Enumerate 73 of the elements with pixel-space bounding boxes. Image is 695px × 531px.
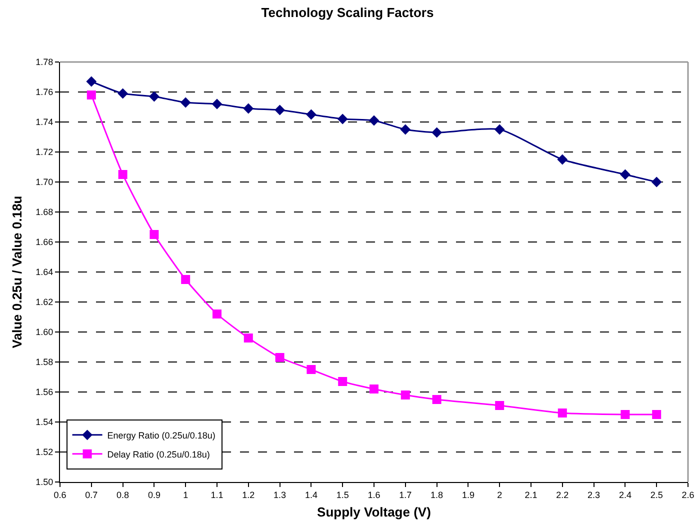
- y-tick-label: 1.70: [36, 177, 54, 188]
- point: [494, 124, 505, 135]
- point: [620, 410, 630, 419]
- point: [400, 390, 410, 400]
- point: [306, 109, 316, 120]
- point: [212, 310, 222, 318]
- y-tick-label: 1.60: [36, 327, 54, 338]
- point: [244, 334, 253, 342]
- y-tick-label: 1.64: [36, 267, 54, 278]
- y-tick-label: 1.66: [36, 237, 54, 248]
- point: [275, 353, 284, 362]
- x-tick-label: 2: [497, 490, 502, 500]
- x-tick-label: 0.6: [54, 490, 66, 500]
- point: [150, 230, 159, 239]
- point: [370, 384, 378, 394]
- legend-label: Delay Ratio (0.25u/0.18u): [107, 449, 210, 460]
- point: [651, 176, 662, 188]
- point: [118, 88, 128, 99]
- point: [368, 115, 380, 126]
- x-tick-label: 2.2: [556, 490, 569, 500]
- point: [180, 97, 191, 108]
- x-tick-label: 1.5: [336, 490, 349, 500]
- y-tick-label: 1.72: [36, 147, 54, 158]
- point: [86, 90, 96, 100]
- x-axis-title: Supply Voltage (V): [317, 504, 431, 520]
- x-tick-label: 1.9: [462, 490, 474, 500]
- point: [620, 169, 630, 180]
- point: [558, 408, 567, 418]
- point: [432, 127, 442, 138]
- y-tick-label: 1.76: [36, 87, 54, 98]
- x-tick-label: 0.8: [116, 490, 130, 500]
- x-tick-label: 1.8: [430, 490, 444, 500]
- point: [274, 104, 285, 116]
- point: [212, 98, 222, 110]
- y-tick-label: 1.58: [36, 357, 54, 368]
- x-tick-label: 1.6: [368, 490, 380, 500]
- x-tick-label: 1.3: [274, 490, 286, 500]
- y-axis-title: Value 0.25u / Value 0.18u: [10, 196, 25, 348]
- x-tick-label: 2.1: [524, 490, 538, 500]
- point: [337, 114, 348, 124]
- point: [149, 91, 160, 102]
- point: [306, 365, 316, 374]
- point: [338, 377, 348, 386]
- point: [652, 410, 662, 419]
- x-tick-label: 1.7: [399, 490, 412, 500]
- point: [432, 395, 442, 404]
- x-tick-label: 2.4: [618, 490, 632, 500]
- y-tick-label: 1.56: [36, 387, 54, 398]
- x-tick-label: 2.5: [650, 490, 663, 500]
- chart-title: Technology Scaling Factors: [261, 5, 434, 20]
- y-tick-label: 1.52: [36, 447, 54, 458]
- point: [400, 124, 411, 135]
- point: [118, 170, 128, 179]
- point: [86, 76, 97, 87]
- y-tick-label: 1.50: [36, 477, 54, 488]
- y-tick-label: 1.78: [36, 57, 54, 68]
- point: [243, 103, 254, 114]
- x-tick-label: 1: [183, 490, 188, 500]
- x-tick-label: 1.1: [210, 490, 224, 500]
- x-tick-label: 1.4: [304, 490, 318, 500]
- x-tick-label: 1.2: [242, 490, 255, 500]
- y-tick-label: 1.54: [36, 417, 54, 428]
- point: [495, 401, 504, 410]
- y-tick-label: 1.62: [36, 297, 54, 308]
- legend-label: Energy Ratio (0.25u/0.18u): [107, 430, 216, 440]
- x-tick-label: 2.3: [588, 490, 600, 500]
- point: [181, 275, 190, 284]
- x-tick-label: 0.9: [148, 490, 160, 500]
- y-tick-label: 1.68: [36, 207, 54, 218]
- x-tick-label: 2.6: [682, 490, 694, 500]
- y-tick-label: 1.74: [36, 117, 54, 128]
- x-tick-label: 0.7: [85, 490, 98, 500]
- point: [557, 154, 568, 165]
